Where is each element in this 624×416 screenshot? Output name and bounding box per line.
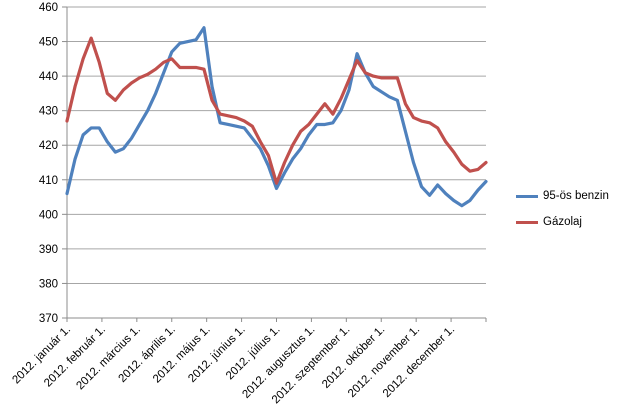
y-tick-label: 420	[39, 140, 58, 152]
series-line-benzin[interactable]	[65, 26, 488, 208]
x-tick-label: 2012. január 1.	[10, 324, 73, 387]
benzin-line-swatch	[516, 194, 538, 198]
y-tick-label: 430	[39, 106, 58, 118]
y-tick-label: 410	[39, 175, 58, 187]
legend: 95-ös benzin Gázolaj	[516, 189, 609, 229]
gazolaj-line-swatch	[516, 220, 538, 224]
x-tick-label: 2012. március 1.	[74, 324, 143, 393]
x-tick-label: 2012. február 1.	[42, 324, 108, 390]
y-tick-label: 390	[39, 244, 58, 256]
y-tick-label: 440	[39, 71, 58, 83]
y-tick-label: 450	[39, 37, 58, 49]
legend-label-gazolaj: Gázolaj	[543, 216, 582, 228]
y-tick-label: 380	[39, 278, 58, 290]
legend-item-benzin[interactable]: 95-ös benzin	[516, 189, 609, 203]
y-tick-label: 460	[39, 2, 58, 14]
legend-label-benzin: 95-ös benzin	[543, 190, 609, 202]
legend-item-gazolaj[interactable]: Gázolaj	[516, 215, 609, 229]
y-tick-label: 370	[39, 313, 58, 325]
x-tick-label: 2012. október 1.	[320, 324, 387, 391]
series-line-gazolaj[interactable]	[65, 36, 488, 185]
y-tick-label: 400	[39, 209, 58, 221]
